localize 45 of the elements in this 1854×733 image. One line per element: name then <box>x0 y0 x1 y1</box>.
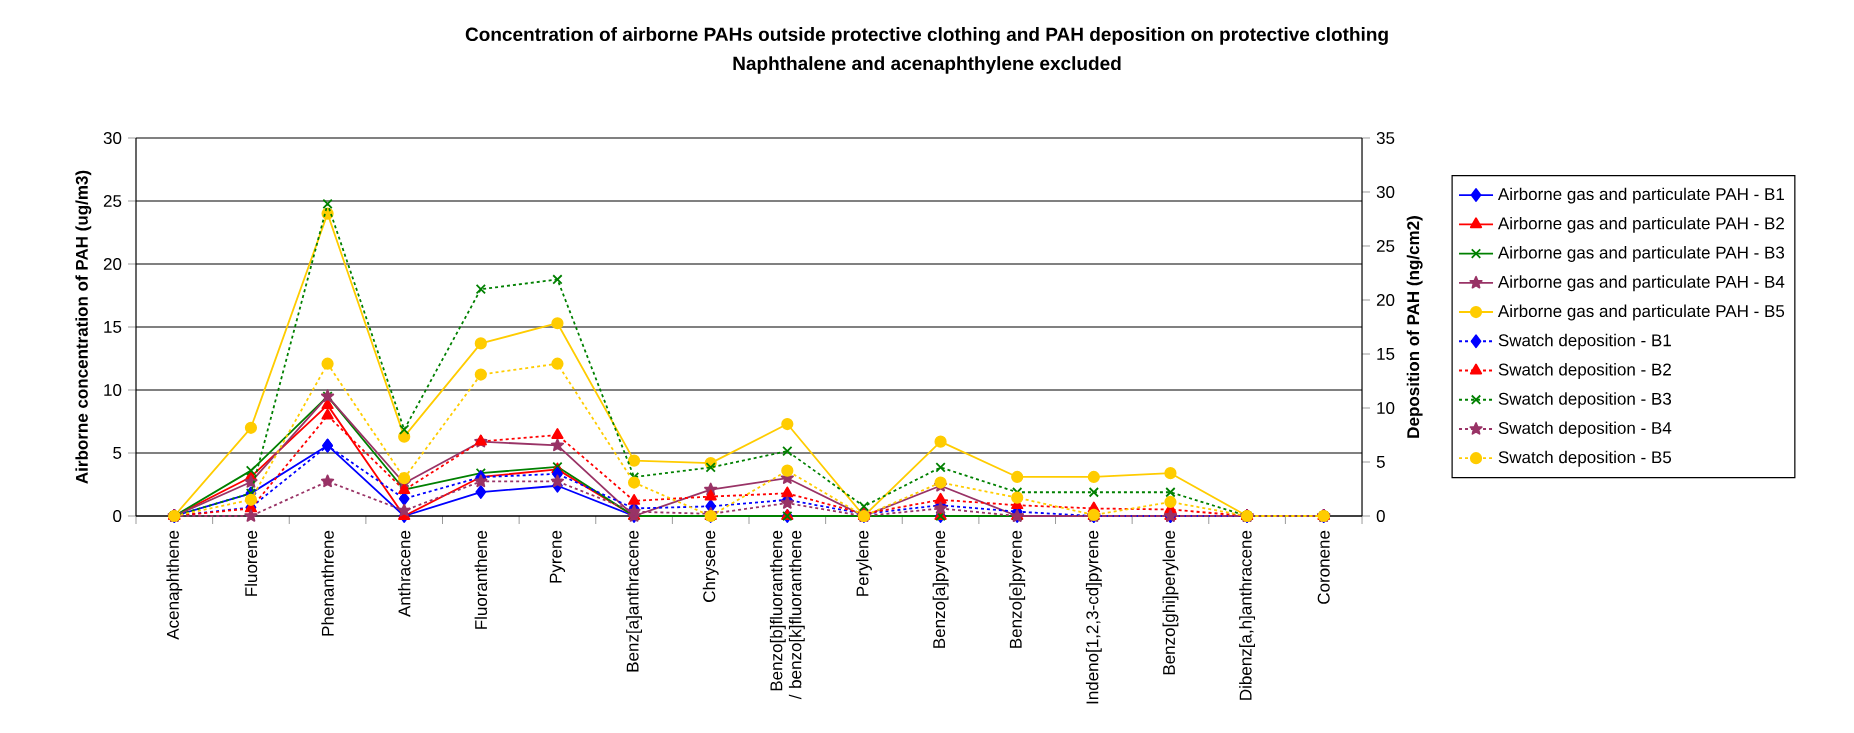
legend-label: Swatch deposition - B4 <box>1498 421 1672 438</box>
y-tick-label: 5 <box>113 447 122 459</box>
chart-title: Concentration of airborne PAHs outside protective clothing and PAH deposition on protective clothing <box>465 27 1388 45</box>
x-tick-label: Anthracene <box>397 530 411 617</box>
y-tick-label: 20 <box>103 257 122 271</box>
y-tick-label: 0 <box>113 509 122 523</box>
y2-tick-label: 5 <box>1376 456 1385 468</box>
x-tick-label: Benz[a]anthracene <box>626 530 642 672</box>
x-tick-label: Benzo[ghi]perylene <box>1162 530 1179 675</box>
x-tick-label: Perylene <box>856 530 872 596</box>
y-tick-label: 25 <box>103 194 122 208</box>
legend-label: Airborne gas and particulate PAH - B4 <box>1497 275 1785 292</box>
x-tick-label: Benzo[e]pyrene <box>1009 530 1026 648</box>
x-tick-label: Fluorene <box>244 530 258 596</box>
legend-label: Swatch deposition - B3 <box>1498 392 1672 409</box>
x-tick-label: Coronene <box>1317 530 1330 604</box>
legend-label: Swatch deposition - B5 <box>1498 450 1672 467</box>
x-tick-label: Benzo[b]fluoranthene / benzo[k]fluoranthene <box>769 530 805 700</box>
y2-tick-label: 35 <box>1376 131 1395 145</box>
legend-label: Swatch deposition - B2 <box>1498 363 1671 379</box>
y-axis-title: Airborne concentration of PAH (ug/m3) <box>75 170 92 484</box>
chart-subtitle: Naphthalene and acenaphthylene excluded <box>733 56 1121 74</box>
legend-label: Airborne gas and particulate PAH - B1 <box>1497 187 1784 204</box>
legend-label: Airborne gas and particulate PAH - B5 <box>1497 304 1785 321</box>
y2-tick-label: 0 <box>1376 509 1385 523</box>
x-tick-label: Benzo[a]pyrene <box>932 530 949 648</box>
y2-tick-label: 10 <box>1377 401 1395 415</box>
legend-label: Airborne gas and particulate PAH - B3 <box>1497 246 1785 262</box>
y2-tick-label: 15 <box>1377 348 1395 360</box>
x-tick-label: Pyrene <box>549 530 566 583</box>
x-tick-label: Chrysene <box>702 530 719 602</box>
legend-label: Swatch deposition - B1 <box>1498 333 1671 350</box>
legend-label: Airborne gas and particulate PAH - B2 <box>1497 216 1784 233</box>
y2-tick-label: 25 <box>1376 239 1395 253</box>
x-tick-label: Dibenz[a,h]anthracene <box>1239 530 1255 700</box>
y2-tick-label: 30 <box>1376 185 1395 199</box>
y-tick-label: 15 <box>104 321 122 333</box>
y2-tick-label: 20 <box>1376 293 1395 307</box>
x-tick-label: Indeno[1,2,3-cd]pyrene <box>1085 530 1102 704</box>
x-tick-label: Acenaphthene <box>166 530 183 640</box>
y-tick-label: 30 <box>103 131 122 145</box>
y2-axis-title: Deposition of PAH (ng/cm2) <box>1406 216 1423 438</box>
x-tick-label: Fluoranthene <box>474 530 488 629</box>
y-tick-label: 10 <box>104 383 122 397</box>
x-tick-label: Phenanthrene <box>321 530 334 636</box>
